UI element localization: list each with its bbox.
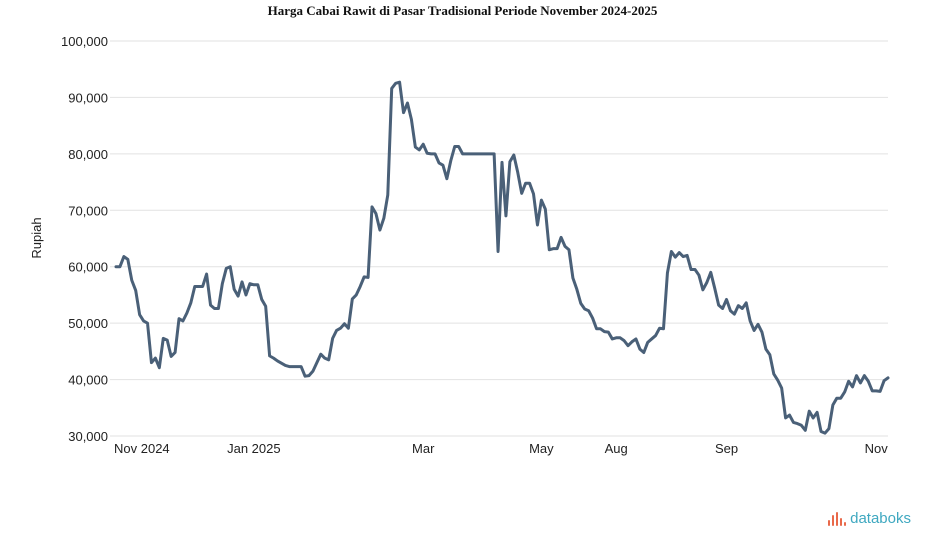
chart-title: Harga Cabai Rawit di Pasar Tradisional P… bbox=[267, 3, 658, 18]
x-tick-label: Nov 2024 bbox=[114, 441, 170, 456]
databoks-mark-icon bbox=[828, 511, 847, 526]
y-tick-label: 40,000 bbox=[68, 373, 108, 388]
brand-name: databoks bbox=[850, 510, 911, 527]
y-axis-label: Rupiah bbox=[29, 217, 44, 258]
databoks-logo: databoks bbox=[828, 510, 911, 527]
y-tick-label: 80,000 bbox=[68, 147, 108, 162]
y-tick-label: 70,000 bbox=[68, 203, 108, 218]
y-tick-label: 50,000 bbox=[68, 316, 108, 331]
series-line bbox=[114, 80, 890, 435]
y-axis-ticks: 30,000 40,000 50,000 60,000 70,000 80,000 90,0… bbox=[61, 34, 108, 444]
x-axis-ticks: Nov 2024 Jan 2025 Mar May Aug Sep Nov bbox=[114, 441, 888, 456]
x-tick-label: May bbox=[529, 441, 554, 456]
x-tick-label: Mar bbox=[412, 441, 435, 456]
x-tick-label: Nov bbox=[865, 441, 889, 456]
y-tick-label: 100,000 bbox=[61, 34, 108, 49]
y-tick-label: 60,000 bbox=[68, 260, 108, 275]
y-tick-label: 90,000 bbox=[68, 90, 108, 105]
x-tick-label: Sep bbox=[715, 441, 738, 456]
x-tick-label: Aug bbox=[605, 441, 628, 456]
x-tick-label: Jan 2025 bbox=[227, 441, 281, 456]
y-tick-label: 30,000 bbox=[68, 429, 108, 444]
